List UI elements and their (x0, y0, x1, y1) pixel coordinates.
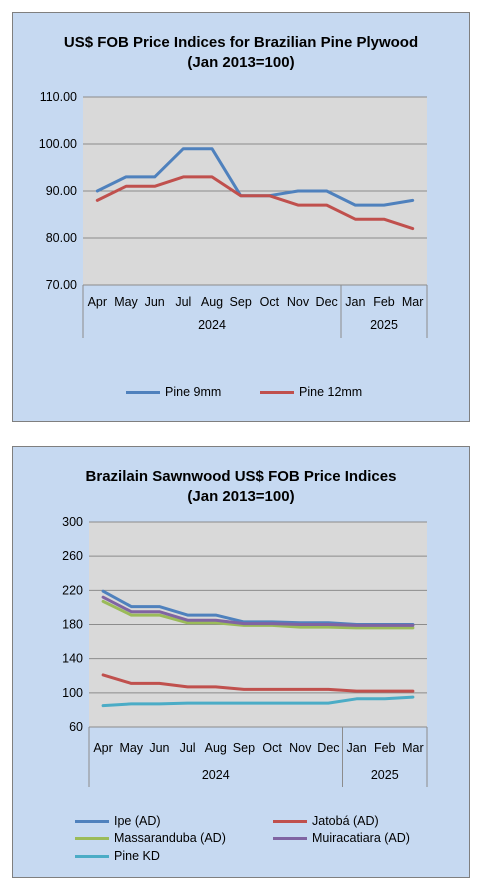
x-tick-label: Apr (88, 295, 107, 309)
group-label: 2024 (198, 318, 226, 332)
chart-subtitle: (Jan 2013=100) (187, 54, 295, 71)
y-tick-label: 80.00 (46, 231, 77, 245)
y-tick-label: 90.00 (46, 184, 77, 198)
sawnwood-chart-panel: Brazilain Sawnwood US$ FOB Price Indices… (12, 446, 470, 878)
x-tick-label: Nov (287, 295, 310, 309)
y-tick-label: 220 (62, 583, 83, 597)
legend-swatch (75, 854, 109, 858)
y-tick-label: 300 (62, 515, 83, 529)
legend-item: Massaranduba (AD) (75, 831, 226, 845)
x-tick-label: Nov (289, 741, 312, 755)
plywood-chart-plot: 70.00 80.00 90.00 100.00 110.00 Apr May Jun Jul A… (39, 90, 428, 338)
x-tick-label: Oct (260, 295, 280, 309)
x-tick-label: Oct (262, 741, 282, 755)
x-tick-label: Jul (175, 295, 191, 309)
y-tick-label: 110.00 (40, 90, 77, 104)
x-tick-label: Aug (201, 295, 223, 309)
chart-title: US$ FOB Price Indices for Brazilian Pine… (63, 34, 419, 51)
x-tick-label: May (114, 295, 138, 309)
x-tick-label: Jan (347, 741, 367, 755)
group-label: 2025 (370, 318, 398, 332)
legend-item: Muiracatiara (AD) (273, 831, 410, 845)
x-tick-label: Sep (233, 741, 255, 755)
y-tick-label: 100 (62, 686, 83, 700)
y-tick-label: 260 (62, 549, 83, 563)
legend-label: Pine 9mm (165, 385, 222, 399)
series-line (101, 595, 415, 627)
legend-item: Pine KD (75, 849, 160, 863)
chart-title: Brazilain Sawnwood US$ FOB Price Indices (85, 468, 397, 485)
x-tick-label: Jun (145, 295, 165, 309)
legend-item: Pine 12mm (260, 385, 362, 399)
x-tick-label: Apr (93, 741, 112, 755)
legend-swatch (75, 836, 109, 840)
legend-item: Jatobá (AD) (273, 814, 379, 828)
series-line (95, 175, 415, 231)
legend-swatch (126, 390, 160, 394)
chart-subtitle: (Jan 2013=100) (187, 488, 295, 505)
x-tick-label: Jan (345, 295, 365, 309)
legend-label: Jatobá (AD) (312, 814, 379, 828)
legend-swatch (75, 819, 109, 823)
x-tick-label: Mar (402, 741, 424, 755)
x-tick-label: Feb (373, 295, 395, 309)
x-tick-label: Jun (149, 741, 169, 755)
legend-swatch (260, 390, 294, 394)
y-tick-label: 100.00 (39, 137, 77, 151)
x-tick-label: Aug (205, 741, 227, 755)
x-tick-label: Dec (317, 741, 339, 755)
legend-label: Pine 12mm (299, 385, 363, 399)
x-tick-label: May (119, 741, 143, 755)
series-line (101, 673, 415, 693)
group-label: 2024 (202, 768, 230, 782)
legend-label: Pine KD (114, 849, 160, 863)
x-tick-label: Dec (316, 295, 338, 309)
plywood-chart-panel: US$ FOB Price Indices for Brazilian Pine… (12, 12, 470, 422)
x-tick-label: Jul (180, 741, 196, 755)
y-tick-label: 70.00 (46, 278, 77, 292)
legend-swatch (273, 836, 307, 840)
legend-label: Massaranduba (AD) (114, 831, 226, 845)
legend-label: Muiracatiara (AD) (312, 831, 410, 845)
x-tick-label: Feb (374, 741, 396, 755)
y-tick-label: 180 (62, 618, 83, 632)
y-tick-label: 140 (62, 652, 83, 666)
x-tick-label: Mar (402, 295, 424, 309)
legend-swatch (273, 819, 307, 823)
legend-item: Pine 9mm (126, 385, 221, 399)
series-line (101, 695, 415, 708)
y-tick-label: 60 (69, 720, 83, 734)
legend-item: Ipe (AD) (75, 814, 161, 828)
group-label: 2025 (371, 768, 399, 782)
legend-label: Ipe (AD) (114, 814, 161, 828)
sawnwood-chart-plot: 60 100 140 180 220 260 300 Apr May Jun Jul Aug Sep Oc… (62, 515, 428, 787)
series-line (101, 599, 415, 630)
x-tick-label: Sep (230, 295, 252, 309)
